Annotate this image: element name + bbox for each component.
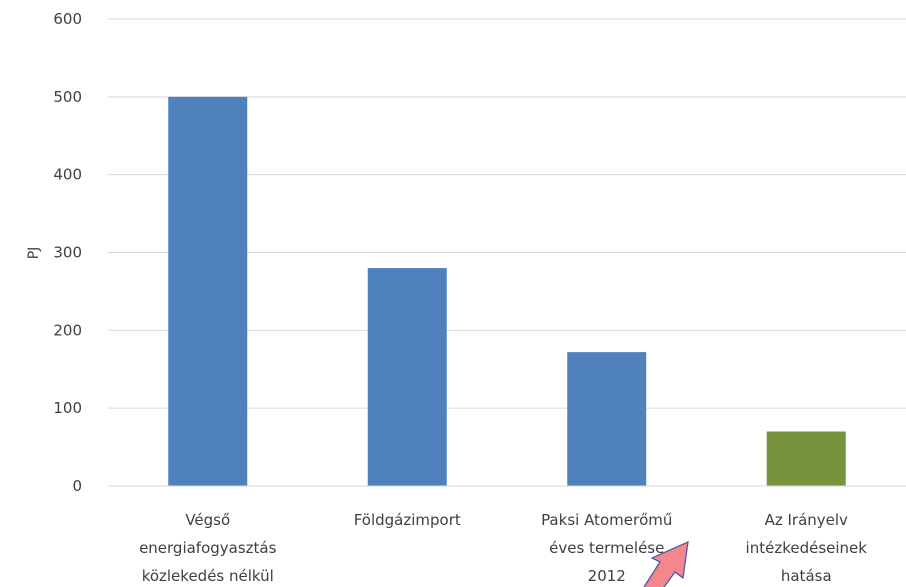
- bar: [168, 96, 248, 486]
- bar: [367, 268, 447, 486]
- y-axis-title: PJ: [26, 247, 42, 260]
- x-category-label: Végső energiafogyasztás közlekedés nélkül: [139, 511, 277, 585]
- x-category-label: Földgázimport: [354, 511, 461, 529]
- y-tick-label: 300: [53, 244, 82, 262]
- y-tick-label: 100: [53, 399, 82, 417]
- y-tick-label: 500: [53, 88, 82, 106]
- bar: [766, 431, 846, 486]
- x-category-label: Az Irányelv intézkedéseinek hatása: [746, 511, 868, 585]
- y-tick-label: 200: [53, 321, 82, 339]
- y-tick-label: 400: [53, 166, 82, 184]
- bars: [168, 96, 846, 486]
- x-axis-labels: Végső energiafogyasztás közlekedés nélkül F…: [139, 511, 867, 585]
- highlight-arrow: [643, 541, 689, 587]
- y-tick-label: 0: [72, 477, 82, 495]
- arrow-shape: [643, 541, 689, 587]
- x-category-label: Paksi Atomerőmű éves termelése 2012: [541, 511, 672, 585]
- y-tick-label: 600: [53, 10, 82, 28]
- y-axis-ticks: 0 100 200 300 400 500 600: [53, 10, 82, 495]
- bar: [567, 352, 647, 486]
